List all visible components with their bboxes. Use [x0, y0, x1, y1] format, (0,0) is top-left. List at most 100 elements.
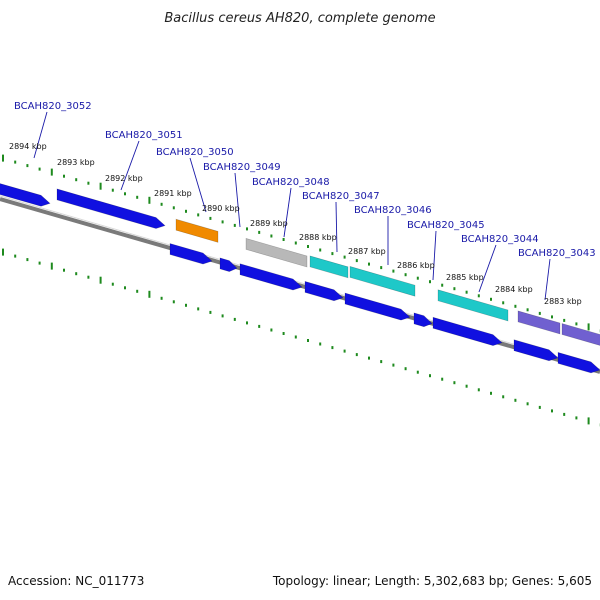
gene-feature-lower-4[interactable] — [413, 312, 433, 328]
ruler-lower-tick — [63, 268, 65, 272]
ruler-upper-tick — [490, 297, 492, 301]
ruler-lower-tick — [441, 377, 444, 381]
ruler-lower-tick — [87, 275, 90, 279]
label-leader-line — [234, 172, 241, 228]
kbp-label-2894: 2894 kbp — [9, 142, 47, 151]
ruler-lower-tick — [490, 391, 492, 395]
ruler-upper-tick — [355, 259, 358, 263]
ruler-lower-tick — [160, 296, 163, 300]
ruler-lower-tick — [270, 328, 273, 332]
ruler-upper-tick — [575, 322, 578, 326]
ruler-upper-tick — [429, 280, 431, 284]
ruler-upper-tick — [111, 188, 114, 192]
ruler-upper-tick — [233, 223, 236, 227]
ruler-lower-tick — [246, 321, 248, 325]
gene-feature-3046[interactable] — [349, 266, 416, 297]
ruler-upper-tick — [270, 234, 273, 238]
ruler-lower-tick — [75, 272, 78, 276]
ruler-upper-tick — [148, 196, 151, 204]
ruler-upper-tick — [38, 167, 41, 171]
backbone — [0, 195, 600, 374]
gene-label-3046[interactable]: BCAH820_3046 — [354, 205, 432, 216]
kbp-label-2886: 2886 kbp — [397, 261, 435, 270]
gene-feature-lower-1[interactable] — [239, 263, 303, 291]
ruler-lower-tick — [526, 402, 529, 406]
ruler-lower-tick — [172, 300, 175, 304]
label-leader-line — [478, 244, 497, 293]
gene-label-3049[interactable]: BCAH820_3049 — [203, 162, 281, 173]
ruler-upper-tick — [2, 154, 4, 162]
ruler-upper-tick — [441, 283, 444, 287]
kbp-label-2892: 2892 kbp — [105, 174, 143, 183]
ruler-lower-tick — [197, 307, 200, 311]
gene-label-3047[interactable]: BCAH820_3047 — [302, 191, 380, 202]
ruler-lower-tick — [575, 416, 578, 420]
gene-label-3048[interactable]: BCAH820_3048 — [252, 177, 330, 188]
ruler-lower-tick — [282, 332, 285, 335]
gene-feature-3045[interactable] — [437, 289, 509, 322]
ruler-upper-tick — [416, 276, 419, 280]
ruler-lower-tick — [38, 261, 41, 265]
ruler-lower-tick — [392, 363, 395, 367]
gene-label-3050[interactable]: BCAH820_3050 — [156, 147, 234, 158]
ruler-upper-tick — [221, 220, 224, 224]
kbp-label-2891: 2891 kbp — [154, 189, 192, 198]
ruler-lower-tick — [136, 289, 139, 293]
gene-feature-3051[interactable] — [56, 188, 166, 229]
gene-label-3051[interactable]: BCAH820_3051 — [105, 130, 183, 141]
ruler-upper-tick — [160, 202, 163, 206]
gene-feature-lower-6[interactable] — [513, 339, 559, 362]
gene-feature-lower-7[interactable] — [557, 352, 600, 374]
label-leaders — [33, 111, 551, 301]
ruler-lower-tick — [209, 310, 212, 314]
ruler-lower-tick — [258, 324, 261, 328]
ruler-upper-tick — [246, 227, 248, 231]
gene-feature-3049[interactable] — [169, 243, 213, 265]
ruler-lower-tick — [2, 248, 4, 256]
ruler-upper-tick — [172, 206, 175, 210]
ruler-lower-tick — [465, 384, 468, 388]
gene-feature-3049b[interactable] — [219, 257, 238, 272]
ruler-lower-tick — [355, 353, 358, 357]
ruler-upper-tick — [50, 168, 53, 176]
ruler-lower-tick — [319, 342, 322, 346]
ruler-upper-tick — [551, 315, 553, 319]
gene-feature-3043[interactable] — [561, 323, 600, 347]
kbp-label-2887: 2887 kbp — [348, 247, 386, 256]
kbp-label-2884: 2884 kbp — [495, 285, 533, 294]
ruler-upper-tick — [343, 255, 346, 259]
ruler-lower-tick — [563, 412, 566, 416]
label-leader-line — [33, 111, 48, 159]
ruler-lower-tick — [233, 317, 236, 321]
gene-feature-3050[interactable] — [175, 218, 219, 243]
label-leader-line — [544, 258, 551, 301]
ruler-upper-tick — [514, 304, 517, 308]
gene-feature-3044[interactable] — [517, 310, 561, 335]
gene-label-3044[interactable]: BCAH820_3044 — [461, 234, 539, 245]
ruler-lower-tick — [416, 370, 419, 374]
ruler-lower-tick — [294, 335, 297, 339]
ruler-upper-tick — [331, 252, 334, 256]
ruler-upper-tick — [258, 230, 261, 234]
ruler-upper-tick — [477, 294, 480, 298]
gene-label-3045[interactable]: BCAH820_3045 — [407, 220, 485, 231]
ruler-lower-tick — [307, 339, 309, 342]
gene-feature-lower-5[interactable] — [432, 316, 503, 346]
gene-feature-3048[interactable] — [245, 238, 308, 268]
gene-label-3052[interactable]: BCAH820_3052 — [14, 101, 92, 112]
gene-feature-lower-2[interactable] — [304, 281, 344, 302]
ruler-lower-tick — [453, 381, 456, 385]
ruler-upper-tick — [124, 192, 126, 196]
gene-label-3043[interactable]: BCAH820_3043 — [518, 248, 596, 259]
ruler-lower-tick — [368, 356, 370, 360]
gene-feature-3052[interactable] — [0, 182, 51, 207]
gene-feature-lower-3[interactable] — [344, 292, 411, 321]
kbp-label-2885: 2885 kbp — [446, 273, 484, 282]
ruler-upper-tick — [392, 269, 395, 273]
ruler-lower-tick — [148, 290, 151, 298]
gene-feature-3047[interactable] — [309, 255, 349, 279]
ruler-upper-tick — [185, 209, 187, 213]
ruler-upper-tick — [380, 266, 383, 270]
label-leader-line — [120, 140, 140, 191]
